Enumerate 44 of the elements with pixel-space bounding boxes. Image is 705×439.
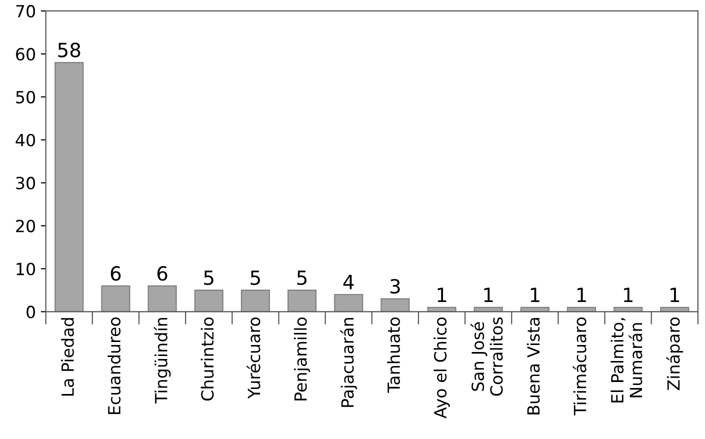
data-label: 1 (438, 288, 446, 302)
x-tick-label: San José Corralitos (470, 317, 503, 396)
y-tick-label: 20 (16, 220, 35, 232)
x-tick-label: Pajacuarán (340, 318, 357, 407)
y-tick-label: 40 (16, 134, 35, 146)
data-label: 6 (157, 266, 168, 281)
y-tick-label: 0 (26, 306, 35, 318)
x-tick-label: Churintzio (200, 317, 214, 401)
bar (148, 285, 177, 312)
data-label: 5 (250, 270, 260, 286)
data-label: 1 (624, 288, 632, 302)
data-label: 4 (343, 274, 354, 290)
x-tick-label: Yurécuaro (246, 317, 260, 399)
x-tick-label: Ayo el Chico (434, 317, 450, 418)
x-tick-label: Penjamillo (294, 317, 310, 400)
bar (54, 62, 84, 312)
x-tick-label: Zináparo (666, 317, 684, 390)
bar (380, 298, 410, 312)
data-label: 58 (58, 42, 80, 58)
bar (334, 294, 364, 312)
data-label: 1 (530, 288, 540, 302)
data-label: 1 (577, 288, 586, 302)
x-tick-label: Tanhuato (387, 317, 400, 393)
x-tick-label: Tingüindín (154, 318, 171, 404)
bar (287, 290, 317, 312)
data-label: 5 (204, 270, 214, 286)
x-tick-label: Buena Vista (526, 318, 540, 414)
y-tick-label: 10 (16, 262, 35, 276)
data-label: 1 (484, 288, 493, 302)
x-tick-label: La Piedad (61, 318, 74, 396)
y-tick-label: 30 (16, 176, 35, 190)
y-tick-label: 50 (16, 90, 35, 104)
x-tick-label: Tirimácuaro (572, 317, 586, 416)
data-label: 1 (670, 288, 680, 302)
data-label: 6 (110, 266, 121, 281)
x-tick-label: Ecuandureo (108, 317, 121, 414)
data-label: 3 (390, 278, 400, 294)
y-tick-label: 60 (16, 48, 35, 61)
bar (101, 285, 130, 312)
y-tick-label: 70 (16, 4, 35, 18)
data-label: 5 (297, 270, 307, 286)
bar (194, 290, 224, 312)
bar (240, 290, 270, 312)
x-tick-label: El Palmito, Numarán (610, 318, 642, 402)
